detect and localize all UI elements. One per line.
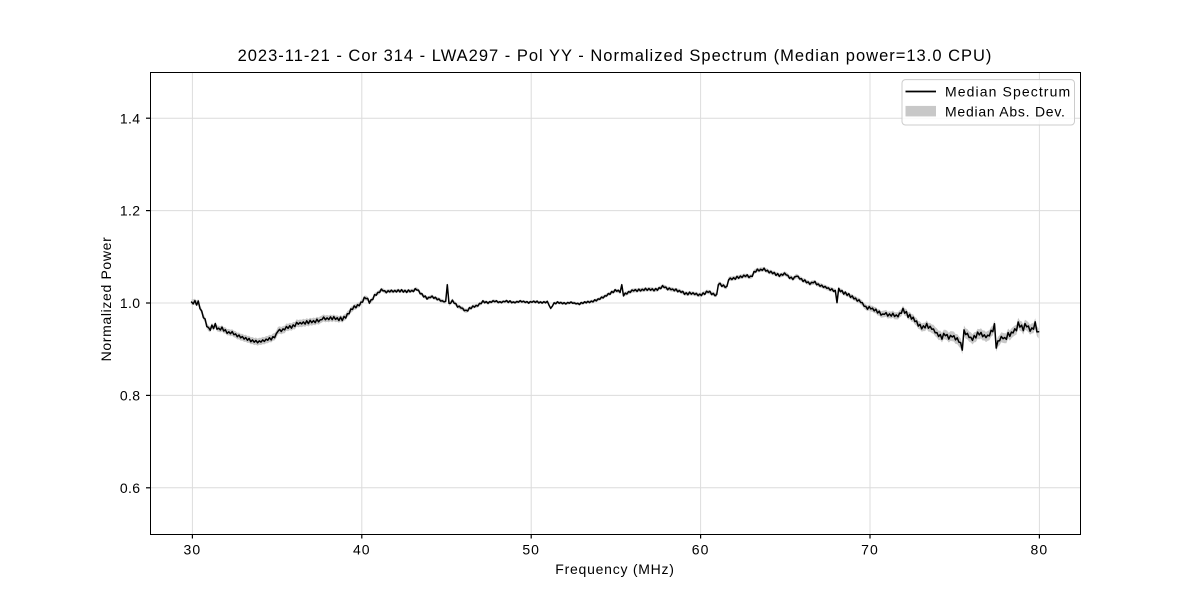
svg-text:2023-11-21 - Cor 314 - LWA297: 2023-11-21 - Cor 314 - LWA297 - Pol YY -… <box>238 47 993 65</box>
svg-text:30: 30 <box>184 542 202 558</box>
svg-text:80: 80 <box>1031 542 1049 558</box>
svg-text:1.0: 1.0 <box>120 295 141 311</box>
svg-text:Frequency (MHz): Frequency (MHz) <box>555 561 674 577</box>
svg-text:70: 70 <box>861 542 879 558</box>
svg-text:1.2: 1.2 <box>120 203 141 219</box>
svg-text:40: 40 <box>353 542 371 558</box>
svg-text:Median Abs. Dev.: Median Abs. Dev. <box>945 104 1066 120</box>
svg-text:60: 60 <box>692 542 710 558</box>
svg-text:50: 50 <box>522 542 540 558</box>
svg-text:Normalized Power: Normalized Power <box>98 237 114 362</box>
svg-text:0.8: 0.8 <box>120 388 141 404</box>
svg-text:1.4: 1.4 <box>120 110 141 126</box>
svg-text:0.6: 0.6 <box>120 480 141 496</box>
svg-text:Median Spectrum: Median Spectrum <box>945 84 1071 100</box>
